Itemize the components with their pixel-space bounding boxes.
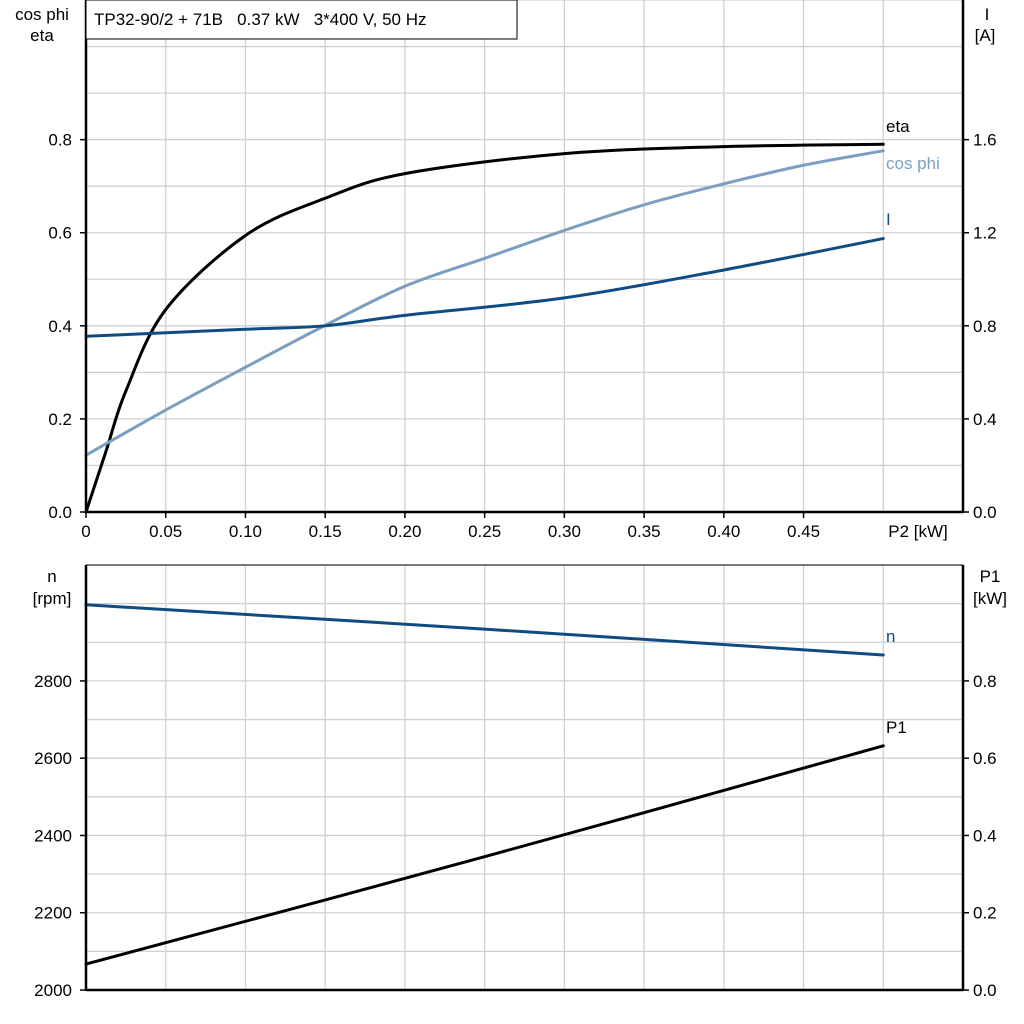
y-tick-label-left: 2400 bbox=[34, 826, 72, 845]
chart-title: TP32-90/2 + 71B 0.37 kW 3*400 V, 50 Hz bbox=[94, 10, 427, 29]
y-tick-label-right: 0.4 bbox=[973, 826, 997, 845]
x-tick-label: 0.10 bbox=[229, 522, 262, 541]
title-box bbox=[85, 0, 518, 40]
y-tick-label-right: 0.0 bbox=[973, 981, 997, 1000]
curve-p1 bbox=[84, 744, 885, 966]
y-tick-label-left: 2000 bbox=[34, 981, 72, 1000]
y-tick-label-right: 0.8 bbox=[973, 672, 997, 691]
y-tick-label-left: 0.4 bbox=[48, 317, 72, 336]
y-tick-label-left: 0.2 bbox=[48, 410, 72, 429]
x-tick-label: 0.45 bbox=[787, 522, 820, 541]
curve-i bbox=[84, 237, 885, 338]
top-right-axis-label-1: I bbox=[985, 5, 990, 24]
top-right-axis-label-2: [A] bbox=[975, 26, 996, 45]
x-tick-label: 0.05 bbox=[149, 522, 182, 541]
bottom-left-axis-label-1: n bbox=[47, 567, 56, 586]
series-label-P1: P1 bbox=[886, 718, 907, 737]
x-tick-label: 0.20 bbox=[388, 522, 421, 541]
bottom-right-axis-label-2: [kW] bbox=[973, 589, 1007, 608]
y-tick-label-left: 2200 bbox=[34, 904, 72, 923]
bottom-right-axis-label-1: P1 bbox=[980, 567, 1001, 586]
series-label-I: I bbox=[886, 210, 891, 229]
y-tick-label-left: 0.0 bbox=[48, 503, 72, 522]
bottom-left-axis-label-2: [rpm] bbox=[33, 589, 72, 608]
y-tick-label-right: 1.6 bbox=[973, 131, 997, 150]
x-tick-label: 0.25 bbox=[468, 522, 501, 541]
x-axis-label: P2 [kW] bbox=[888, 522, 948, 541]
x-tick-label: 0.15 bbox=[309, 522, 342, 541]
y-tick-label-left: 0.6 bbox=[48, 224, 72, 243]
curve-n bbox=[84, 603, 885, 657]
curve-cos-phi bbox=[84, 149, 885, 457]
series-label-cos-phi: cos phi bbox=[886, 154, 940, 173]
y-tick-label-right: 0.2 bbox=[973, 904, 997, 923]
y-tick-label-right: 0.8 bbox=[973, 317, 997, 336]
x-tick-label: 0 bbox=[81, 522, 90, 541]
x-tick-label: 0.30 bbox=[548, 522, 581, 541]
y-tick-label-left: 0.8 bbox=[48, 131, 72, 150]
series-label-eta: eta bbox=[886, 117, 910, 136]
curve-eta bbox=[84, 142, 885, 514]
x-tick-label: 0.35 bbox=[628, 522, 661, 541]
top-left-axis-label-2: eta bbox=[30, 26, 54, 45]
top-left-axis-label-1: cos phi bbox=[15, 5, 69, 24]
y-tick-label-right: 0.4 bbox=[973, 410, 997, 429]
y-tick-label-right: 1.2 bbox=[973, 224, 997, 243]
y-tick-label-left: 2600 bbox=[34, 749, 72, 768]
y-tick-label-right: 0.6 bbox=[973, 749, 997, 768]
series-label-n: n bbox=[886, 627, 895, 646]
y-tick-label-right: 0.0 bbox=[973, 503, 997, 522]
x-tick-label: 0.40 bbox=[707, 522, 740, 541]
y-tick-label-left: 2800 bbox=[34, 672, 72, 691]
